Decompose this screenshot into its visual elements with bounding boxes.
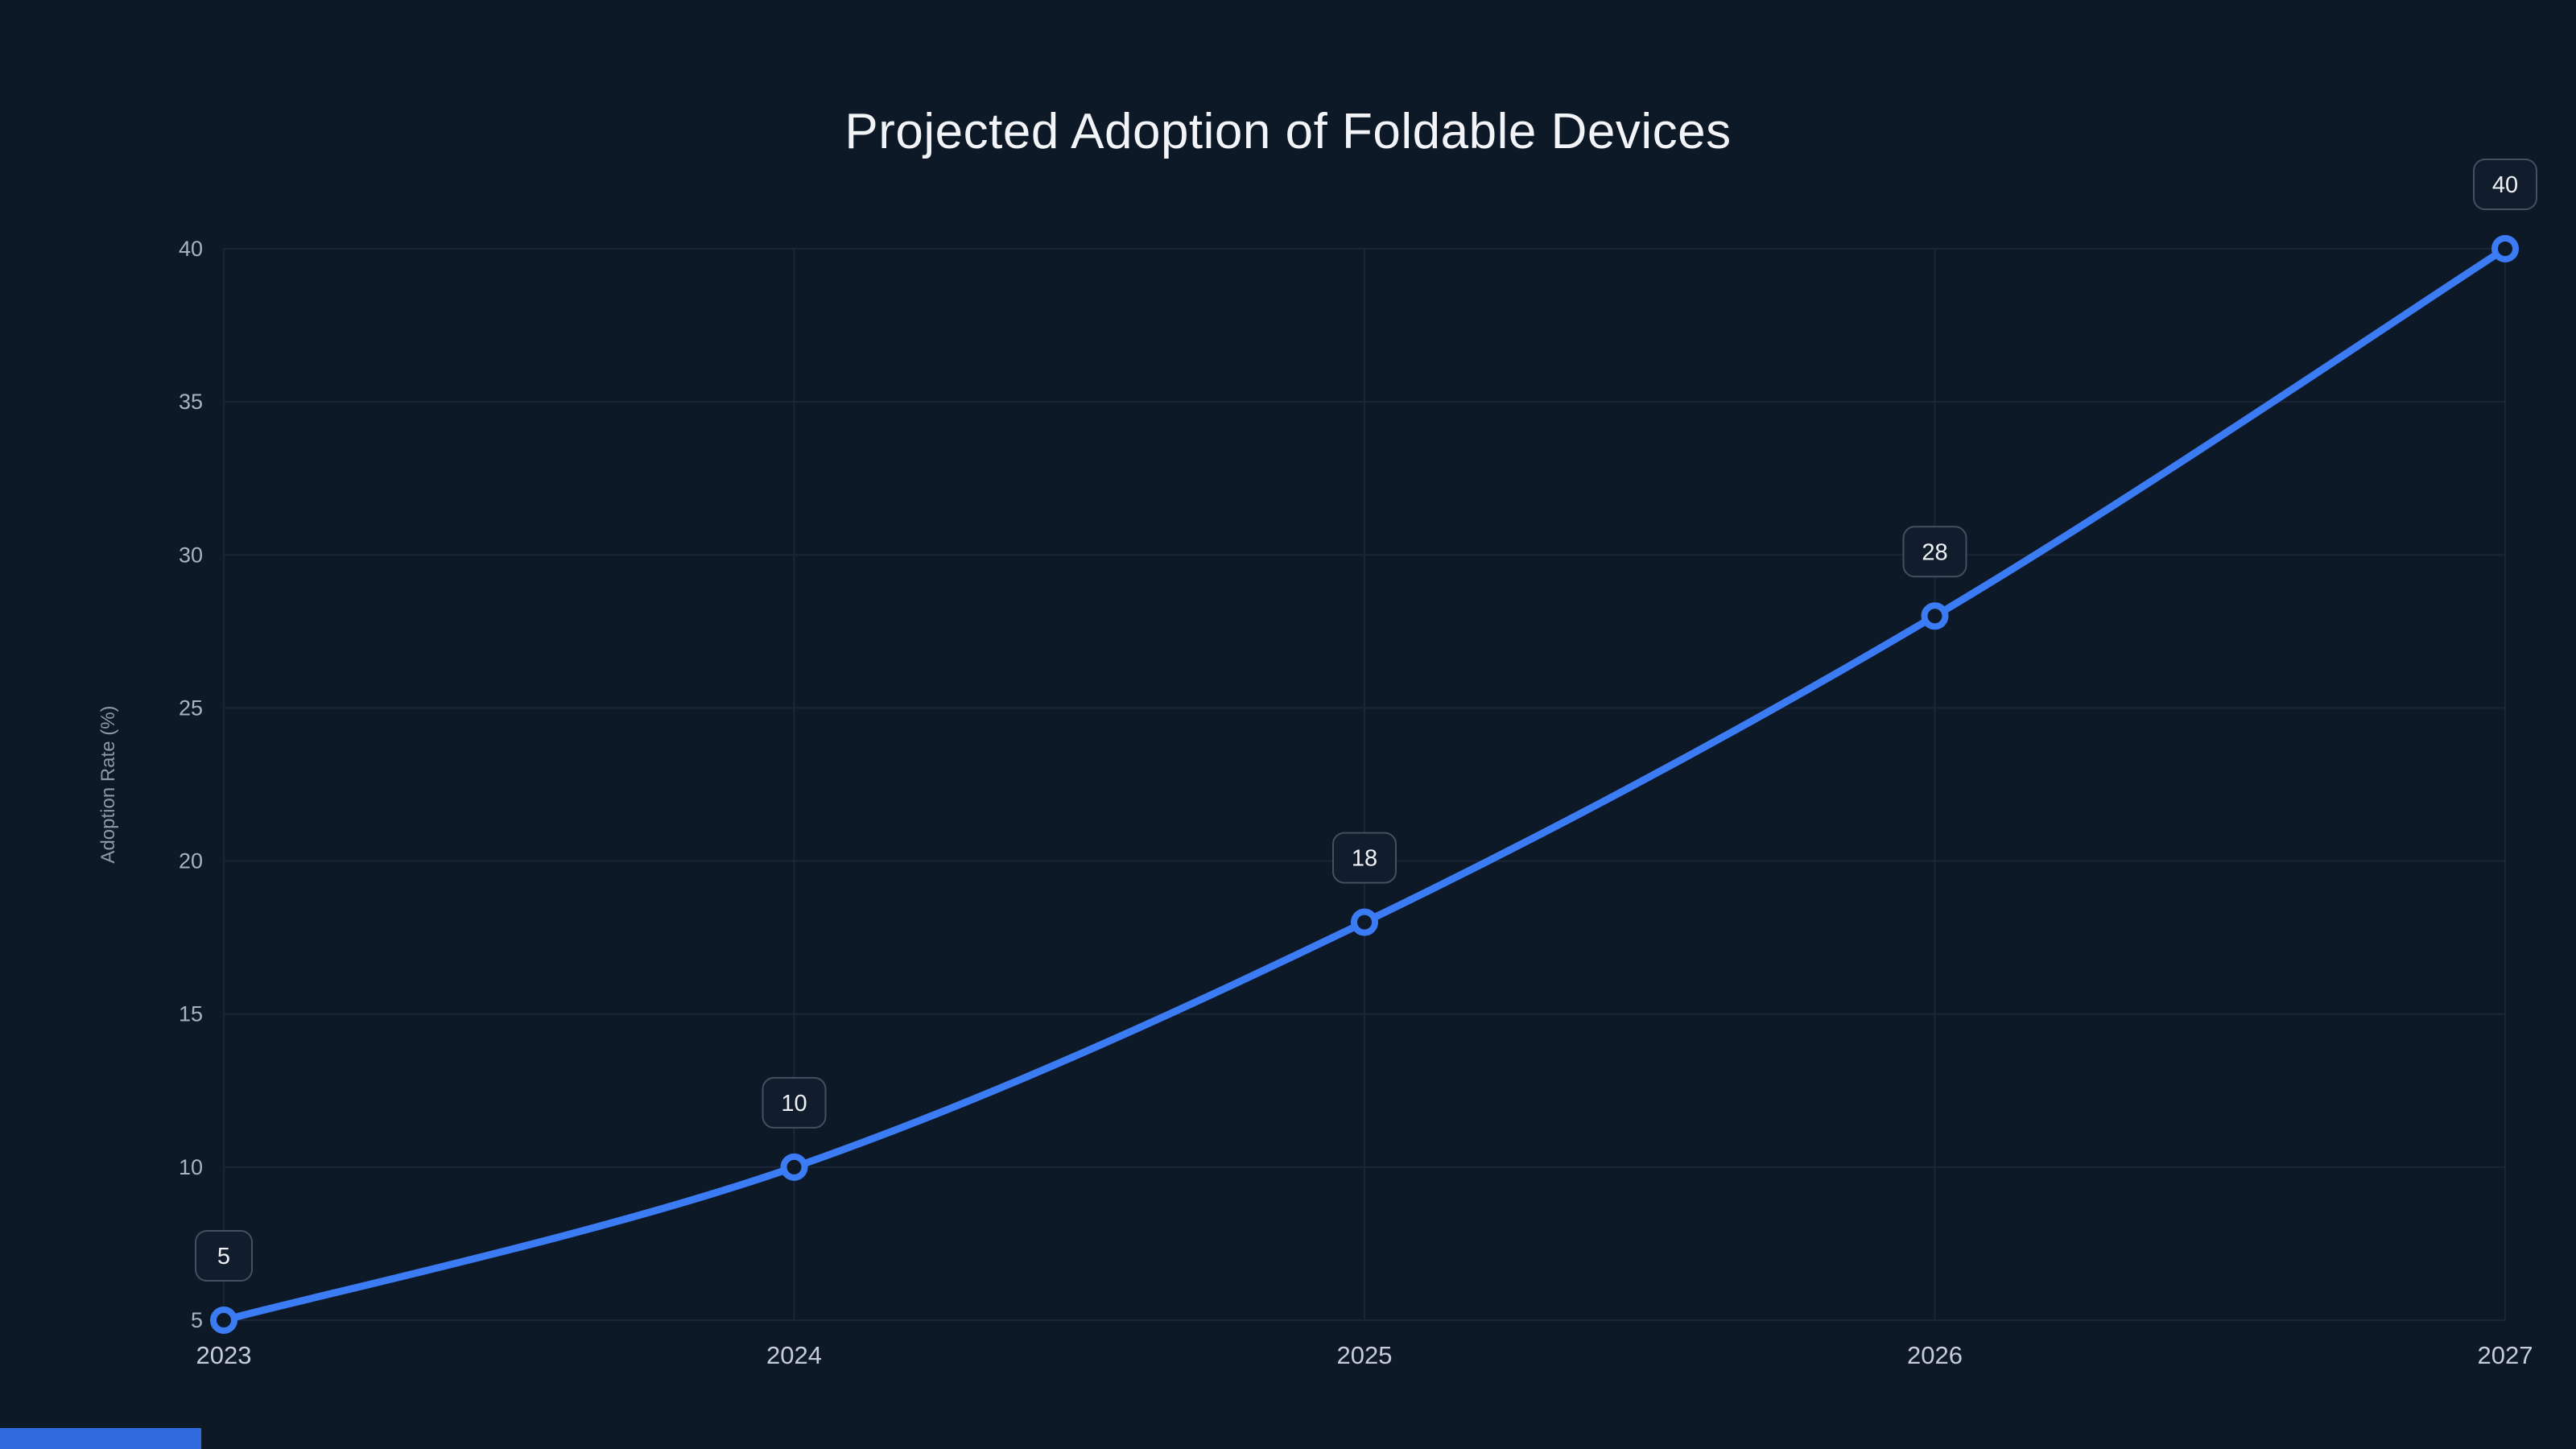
x-tick-label: 2027 — [2478, 1341, 2533, 1369]
data-label-text: 10 — [781, 1091, 807, 1117]
y-tick-label: 5 — [191, 1308, 203, 1332]
chart-title: Projected Adoption of Foldable Devices — [844, 104, 1732, 159]
data-point-marker[interactable] — [1351, 908, 1378, 936]
data-label: 18 — [1332, 832, 1397, 884]
gridlines — [223, 248, 2506, 1321]
data-label: 5 — [195, 1230, 253, 1282]
y-tick-label: 15 — [179, 1002, 203, 1026]
y-tick-label: 30 — [179, 543, 203, 567]
data-point-marker[interactable] — [210, 1307, 237, 1334]
data-label-text: 28 — [1922, 539, 1947, 565]
data-label-text: 18 — [1352, 846, 1377, 872]
y-tick-label: 40 — [179, 237, 203, 261]
data-point-marker[interactable] — [1921, 602, 1949, 630]
data-label: 10 — [762, 1076, 827, 1129]
y-tick-label: 20 — [179, 849, 203, 873]
y-axis-title: Adoption Rate (%) — [97, 705, 119, 863]
x-tick-label: 2025 — [1337, 1341, 1393, 1369]
y-tick-label: 25 — [179, 696, 203, 720]
bottom-left-blue-bar[interactable] — [0, 1428, 201, 1449]
x-axis-labels: 2023 2024 2025 2026 2027 — [196, 1341, 2533, 1369]
x-tick-label: 2023 — [196, 1341, 252, 1369]
data-point-marker[interactable] — [780, 1153, 808, 1181]
y-axis-labels: 5 10 15 20 25 30 35 40 — [179, 237, 203, 1332]
x-tick-label: 2026 — [1907, 1341, 1963, 1369]
data-label-text: 5 — [217, 1244, 230, 1269]
data-label-text: 40 — [2492, 172, 2518, 198]
data-point-marker[interactable] — [2491, 235, 2519, 262]
data-label: 40 — [2473, 159, 2537, 210]
x-tick-label: 2024 — [766, 1341, 822, 1369]
data-label: 28 — [1902, 526, 1967, 578]
y-tick-label: 35 — [179, 390, 203, 414]
y-tick-label: 10 — [179, 1155, 203, 1179]
